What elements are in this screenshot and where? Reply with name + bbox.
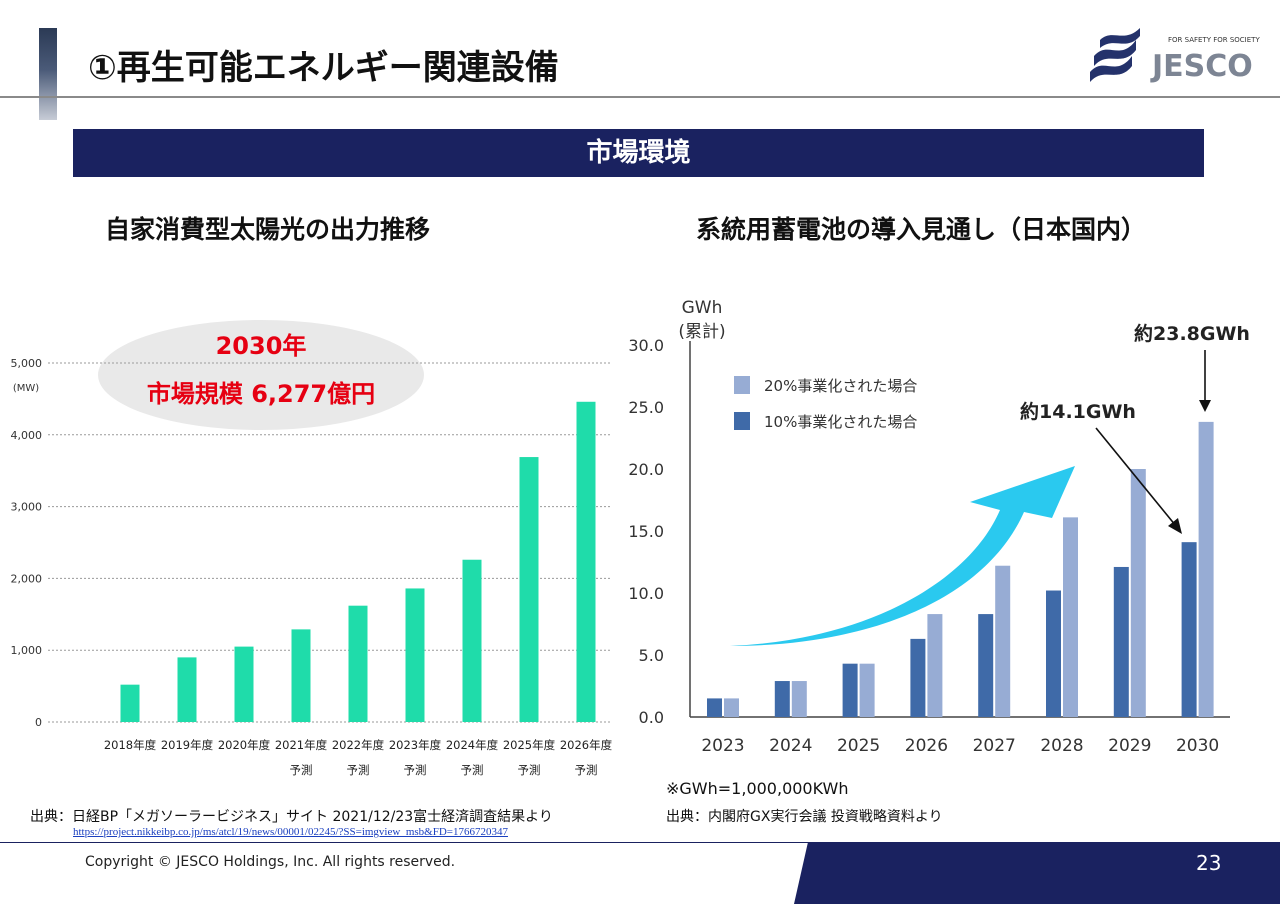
bar-10pct	[842, 663, 858, 717]
x-tick-label: 2023年度	[389, 738, 442, 752]
x-tick-label: 2027	[973, 736, 1016, 756]
logo-tagline: FOR SAFETY FOR SOCIETY	[1168, 36, 1260, 44]
y-axis-unit: (MW)	[13, 383, 39, 394]
left-source-text: 出典：日経BP「メガソーラービジネス」サイト 2021/12/23富士経済調査結…	[30, 809, 553, 825]
solar-bar	[405, 588, 425, 722]
x-tick-label: 2024年度	[446, 738, 499, 752]
bar-20pct	[927, 614, 943, 717]
x-tick-label: 予測	[404, 763, 427, 777]
x-tick-label: 2019年度	[161, 738, 214, 752]
callout-year: 2030年	[215, 332, 307, 360]
x-tick-label: 2018年度	[104, 738, 157, 752]
bar-10pct	[1113, 566, 1129, 717]
y-axis-label: (累計)	[678, 322, 725, 342]
right-bar-chart: 0.0 5.0 10.0 15.0 20.0 25.0 30.0 GWh (累計) 2023 202…	[628, 298, 1250, 756]
y-tick-label: 2,000	[11, 572, 43, 585]
section-banner: 市場環境	[73, 129, 1204, 177]
x-tick-label: 2025	[837, 736, 880, 756]
y-tick-label: 25.0	[628, 398, 664, 417]
y-tick-label: 20.0	[628, 460, 664, 479]
annotation-arrowhead	[1199, 400, 1211, 412]
bar-20pct	[859, 663, 875, 717]
x-tick-label: 2022年度	[332, 738, 385, 752]
y-tick-label: 1,000	[11, 644, 43, 657]
logo-text: JESCO	[1150, 49, 1253, 84]
bar-20pct	[1198, 421, 1214, 717]
x-tick-label: 2029	[1108, 736, 1151, 756]
annotation-arrow	[1095, 427, 1177, 527]
bar-20pct	[1130, 469, 1146, 717]
title-divider	[0, 96, 1280, 98]
x-tick-label: 2023	[701, 736, 744, 756]
bar-10pct	[1046, 590, 1061, 717]
x-tick-label: 予測	[347, 763, 370, 777]
legend-label: 10%事業化された場合	[764, 413, 917, 431]
bar-10pct	[774, 681, 790, 717]
x-tick-label: 予測	[575, 763, 598, 777]
legend-swatch	[734, 412, 750, 430]
x-tick-label: 2030	[1176, 736, 1219, 756]
legend-label: 20%事業化された場合	[764, 377, 917, 395]
x-tick-label: 予測	[518, 763, 541, 777]
legend-swatch	[734, 376, 750, 394]
logo-wave-icon	[1090, 28, 1140, 82]
right-source-text: 出典：内閣府GX実行会議 投資戦略資料より	[666, 809, 943, 825]
solar-bar	[576, 401, 596, 722]
y-tick-label: 15.0	[628, 522, 664, 541]
right-chart-title: 系統用蓄電池の導入見通し（日本国内）	[696, 215, 1147, 244]
jesco-logo: FOR SAFETY FOR SOCIETY JESCO	[1090, 28, 1260, 84]
y-axis-label: GWh	[682, 298, 723, 318]
left-chart-title: 自家消費型太陽光の出力推移	[105, 215, 431, 244]
x-tick-label: 2026年度	[560, 738, 613, 752]
title-accent-bar	[39, 28, 57, 120]
growth-arrow	[730, 466, 1075, 646]
bar-20pct	[995, 565, 1011, 717]
y-tick-label: 5,000	[11, 357, 43, 370]
solar-bar	[177, 657, 197, 722]
y-tick-label: 3,000	[11, 501, 43, 514]
footer-band	[794, 842, 1280, 904]
bar-20pct	[1063, 517, 1078, 717]
solar-bar	[291, 629, 311, 722]
solar-bar	[519, 457, 539, 722]
solar-bar	[234, 646, 254, 722]
bar-10pct	[978, 614, 994, 717]
x-tick-label: 2025年度	[503, 738, 556, 752]
left-bar-chart: 0 1,000 2,000 3,000 4,000 5,000 (MW) 2018年度 2019…	[11, 357, 613, 777]
footer-divider	[0, 842, 1280, 843]
x-tick-label: 予測	[461, 763, 484, 777]
annotation-23-8: 約23.8GWh	[1134, 322, 1250, 345]
y-tick-label: 4,000	[11, 429, 43, 442]
callout-market-size: 市場規模 6,277億円	[146, 380, 376, 408]
footer-copyright: Copyright © JESCO Holdings, Inc. All rig…	[85, 854, 456, 870]
annotation-14-1: 約14.1GWh	[1020, 400, 1136, 423]
callout-ellipse	[98, 320, 424, 430]
annotation-arrowhead	[1168, 518, 1182, 534]
y-tick-label: 0.0	[639, 708, 664, 727]
x-tick-label: 2028	[1040, 736, 1083, 756]
bar-10pct	[1181, 542, 1197, 717]
bar-20pct	[724, 698, 739, 717]
page-title: ①再生可能エネルギー関連設備	[88, 48, 559, 88]
page-number: 23	[1196, 851, 1222, 875]
y-tick-label: 30.0	[628, 336, 664, 355]
y-tick-label: 10.0	[628, 584, 664, 603]
solar-bar	[120, 684, 140, 722]
x-tick-label: 2021年度	[275, 738, 328, 752]
solar-bar	[348, 605, 368, 722]
x-tick-label: 予測	[290, 763, 313, 777]
unit-note: ※GWh=1,000,000KWh	[666, 779, 849, 798]
bar-20pct	[791, 681, 807, 717]
x-tick-label: 2020年度	[218, 738, 271, 752]
x-tick-label: 2026	[905, 736, 948, 756]
x-tick-label: 2024	[769, 736, 812, 756]
bar-10pct	[707, 698, 722, 717]
y-tick-label: 0	[35, 716, 42, 729]
y-tick-label: 5.0	[639, 646, 664, 665]
source-link[interactable]: https://project.nikkeibp.co.jp/ms/atcl/1…	[73, 826, 508, 838]
bar-10pct	[910, 638, 926, 717]
solar-bar	[462, 559, 482, 722]
